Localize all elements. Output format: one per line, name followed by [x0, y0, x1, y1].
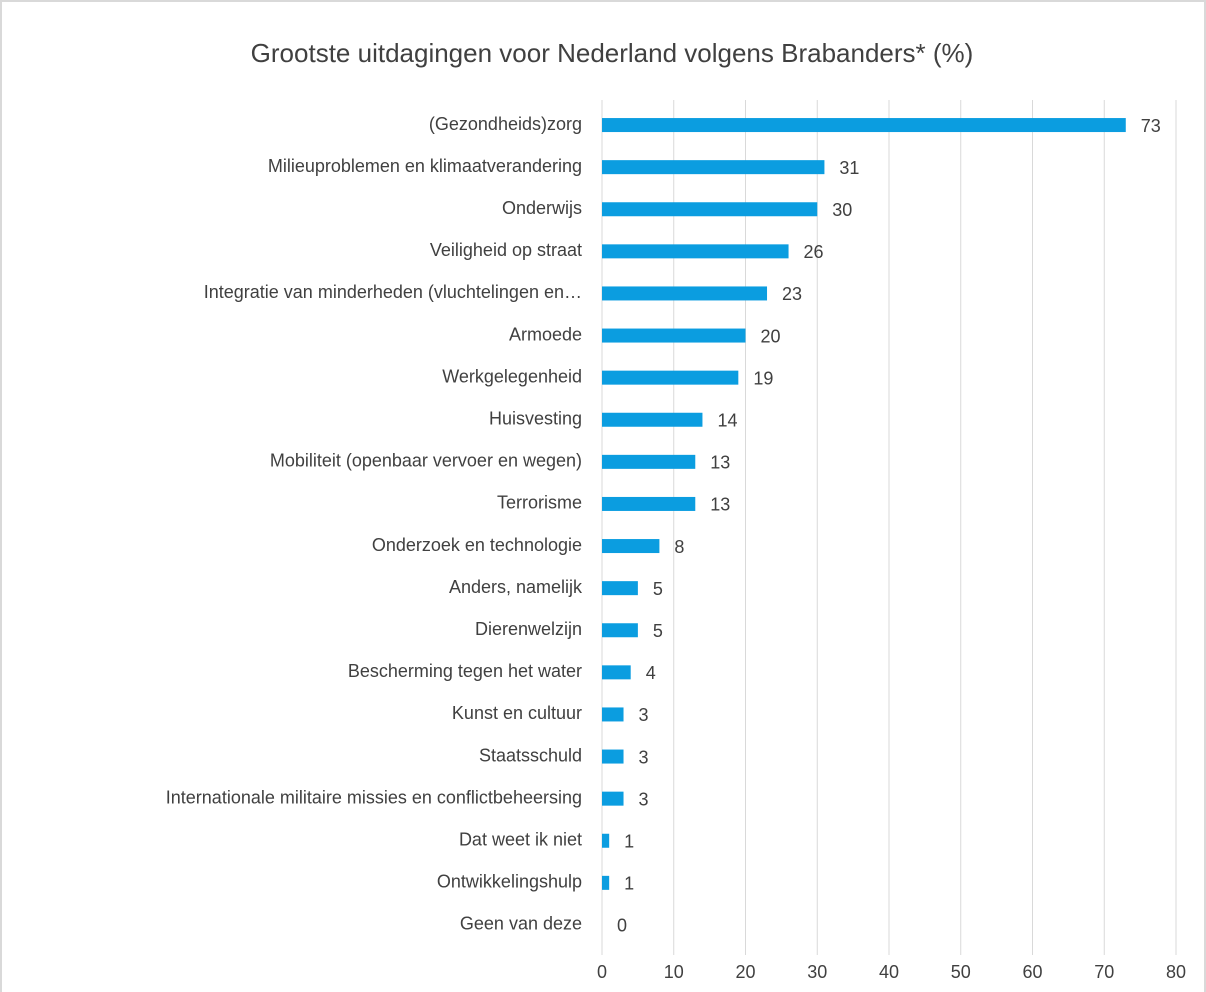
y-tick-label: Mobiliteit (openbaar vervoer en wegen): [270, 451, 582, 471]
bar: [602, 539, 660, 554]
data-label: 4: [646, 663, 656, 683]
bar: [602, 454, 696, 469]
data-label: 20: [761, 326, 781, 346]
y-tick-label: Armoede: [509, 324, 582, 344]
y-tick-label: Onderzoek en technologie: [372, 535, 582, 555]
bar: [602, 623, 638, 638]
x-tick-label: 10: [664, 962, 684, 982]
x-tick-label: 40: [879, 962, 899, 982]
x-tick-label: 70: [1094, 962, 1114, 982]
y-tick-label: Anders, namelijk: [449, 577, 583, 597]
bar: [602, 370, 739, 385]
x-tick-label: 80: [1166, 962, 1186, 982]
x-tick-label: 50: [951, 962, 971, 982]
data-label: 5: [653, 621, 663, 641]
y-tick-label: Geen van deze: [460, 914, 582, 934]
bar: [602, 665, 631, 680]
y-tick-label: Terrorisme: [497, 493, 582, 513]
data-label: 13: [710, 495, 730, 515]
y-tick-label: Internationale militaire missies en conf…: [166, 787, 582, 807]
data-label: 26: [804, 242, 824, 262]
y-tick-label: Kunst en cultuur: [452, 703, 582, 723]
data-label: 13: [710, 453, 730, 473]
data-label: 31: [839, 158, 859, 178]
data-label: 19: [753, 368, 773, 388]
data-label: 23: [782, 284, 802, 304]
y-tick-label: Dat weet ik niet: [459, 830, 582, 850]
data-label: 1: [624, 874, 634, 894]
bar: [602, 875, 610, 890]
bar: [602, 328, 746, 343]
data-label: 3: [639, 705, 649, 725]
x-tick-label: 60: [1022, 962, 1042, 982]
bar: [602, 707, 624, 722]
data-label: 73: [1141, 116, 1161, 136]
bar: [602, 581, 638, 596]
x-tick-label: 20: [735, 962, 755, 982]
data-label: 0: [617, 916, 627, 936]
y-tick-label: Bescherming tegen het water: [348, 661, 582, 681]
y-tick-label: Veiligheid op straat: [430, 240, 582, 260]
data-label: 5: [653, 579, 663, 599]
bar: [602, 202, 818, 217]
data-label: 8: [674, 537, 684, 557]
y-tick-label: Staatsschuld: [479, 745, 582, 765]
data-label: 30: [832, 200, 852, 220]
bar: [602, 286, 768, 301]
x-tick-label: 30: [807, 962, 827, 982]
bar: [602, 496, 696, 511]
bar: [602, 412, 703, 427]
y-tick-label: Ontwikkelingshulp: [437, 872, 582, 892]
bar: [602, 244, 789, 259]
data-label: 3: [639, 789, 649, 809]
y-tick-label: Onderwijs: [502, 198, 582, 218]
bar: [602, 749, 624, 764]
y-tick-label: Integratie van minderheden (vluchtelinge…: [204, 282, 582, 302]
y-tick-label: (Gezondheids)zorg: [429, 114, 582, 134]
bar: [602, 833, 610, 848]
bar: [602, 160, 825, 175]
chart-title: Grootste uitdagingen voor Nederland volg…: [251, 38, 974, 68]
x-tick-label: 0: [597, 962, 607, 982]
bar: [602, 118, 1126, 133]
y-tick-label: Werkgelegenheid: [442, 366, 582, 386]
y-tick-label: Dierenwelzijn: [475, 619, 582, 639]
bar: [602, 791, 624, 806]
y-tick-label: Huisvesting: [489, 409, 582, 429]
data-label: 1: [624, 832, 634, 852]
data-label: 14: [717, 411, 737, 431]
y-tick-label: Milieuproblemen en klimaatverandering: [268, 156, 582, 176]
data-label: 3: [639, 747, 649, 767]
